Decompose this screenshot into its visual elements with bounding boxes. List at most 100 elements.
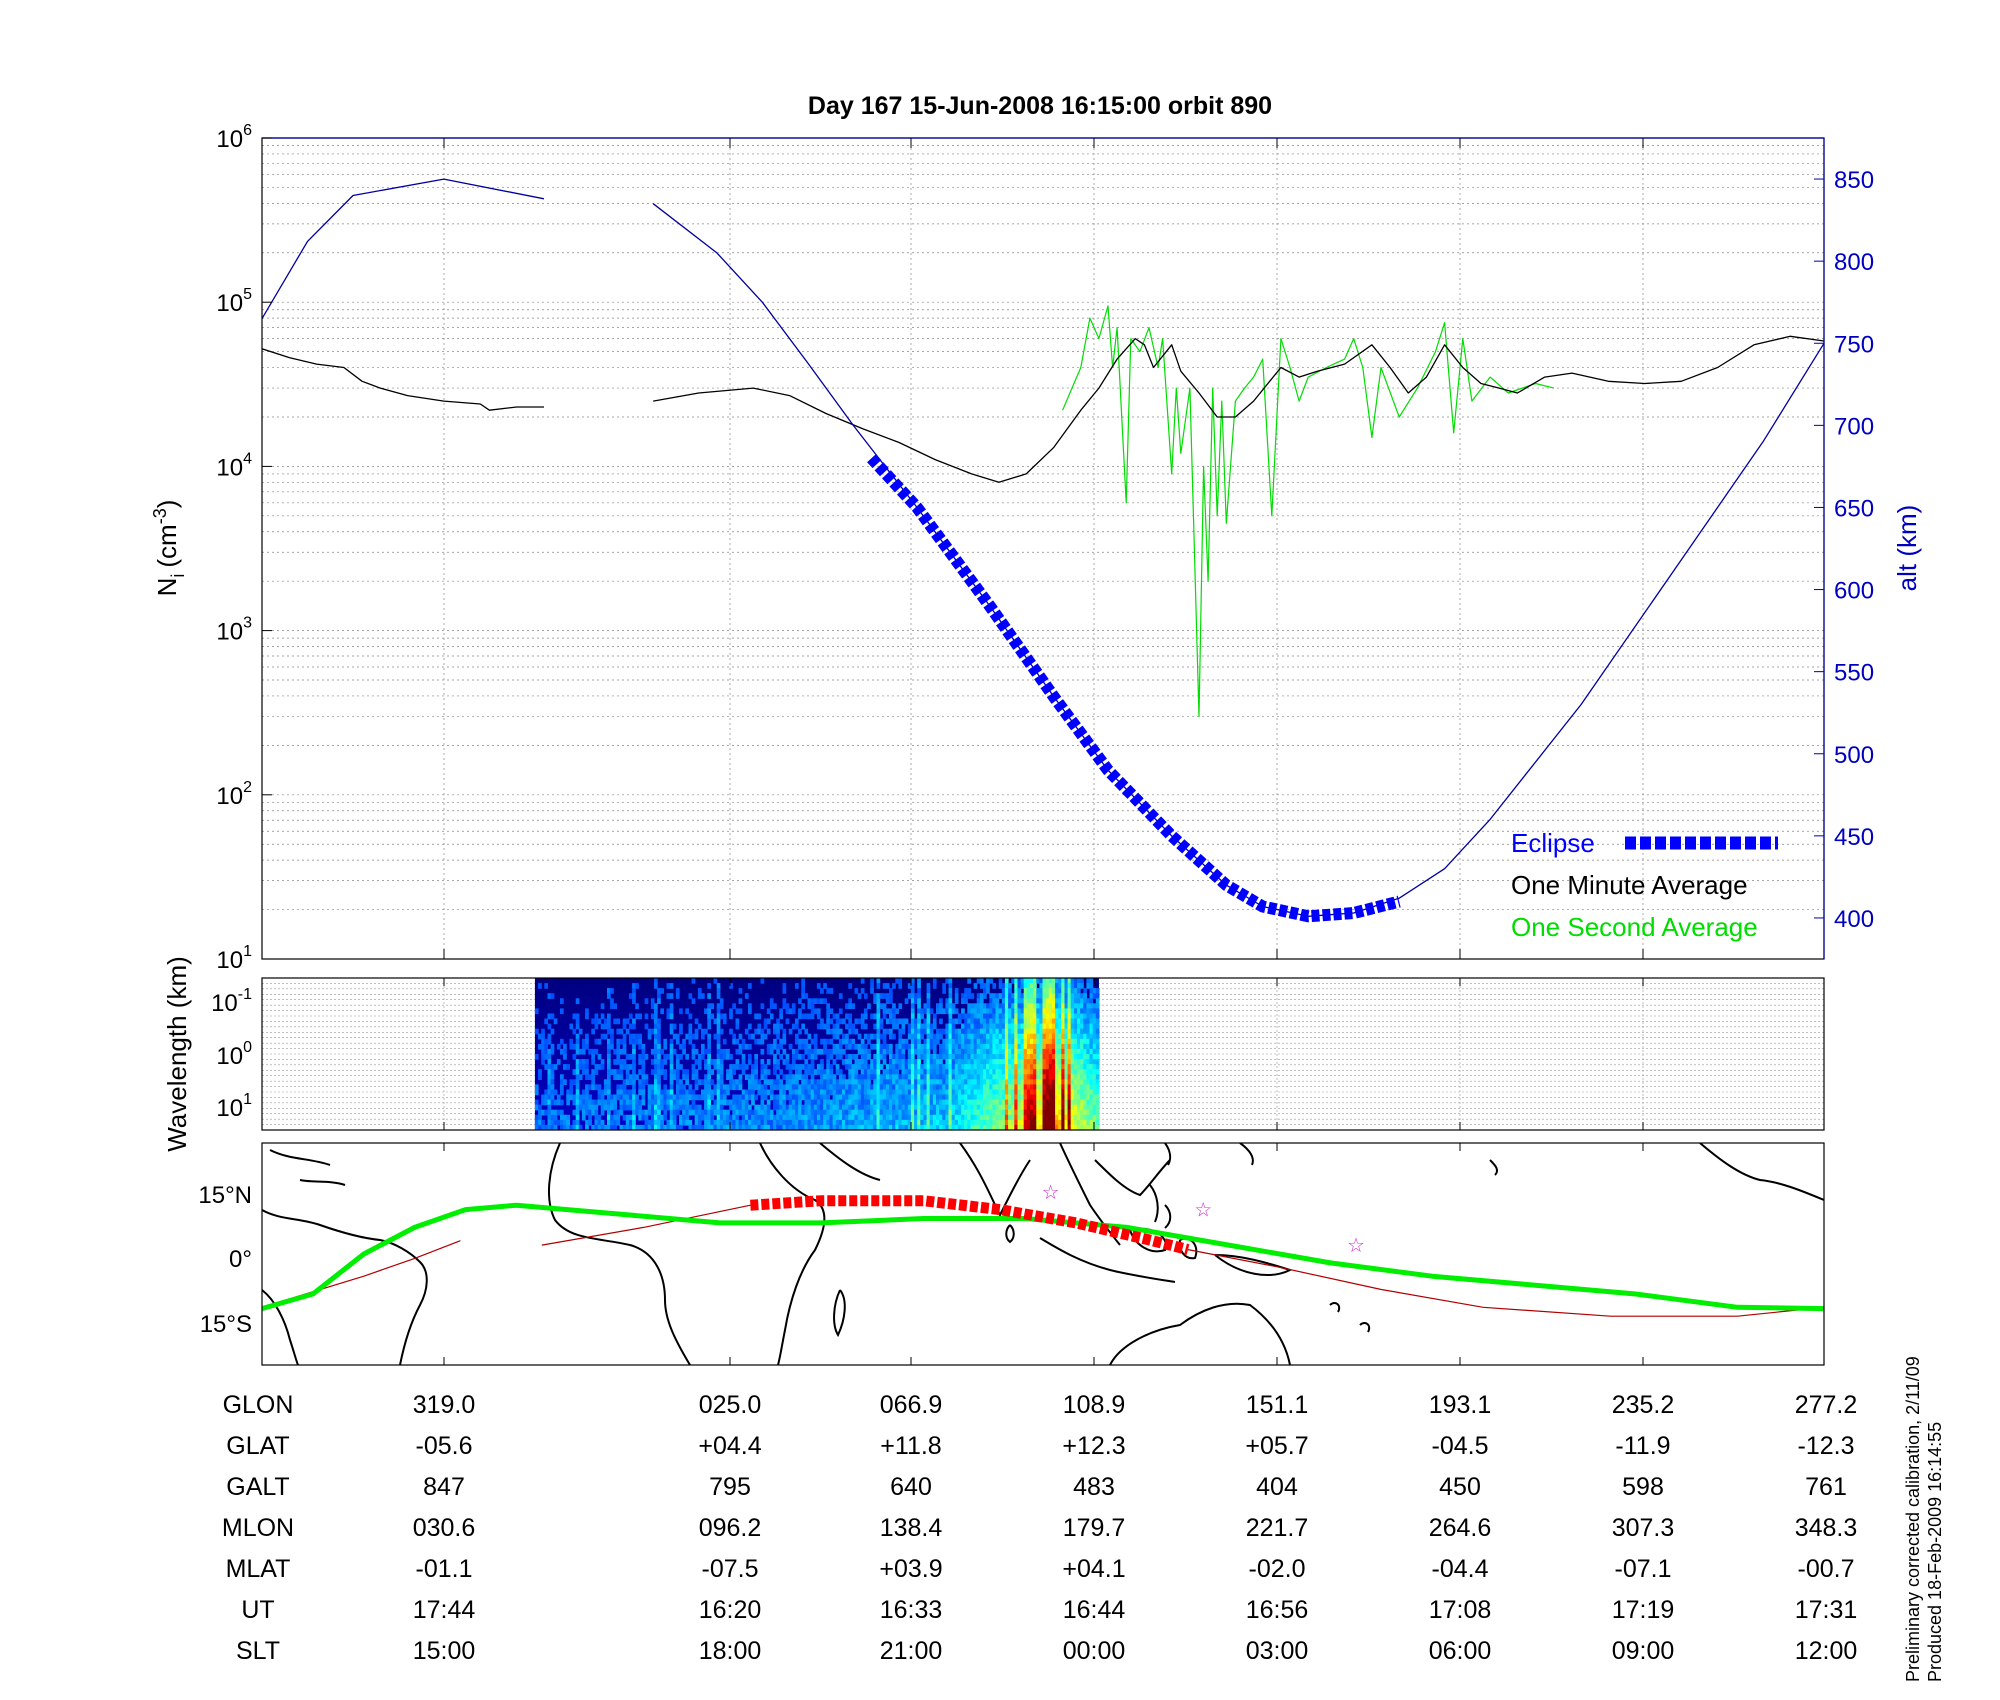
spectrogram-cell [766, 1119, 771, 1126]
spectrogram-cell [707, 1089, 711, 1096]
spectrogram-cell [910, 1054, 915, 1060]
spectrogram-cell [603, 1023, 608, 1030]
spectrogram-cell [851, 1089, 856, 1096]
spectrogram-cell [979, 1084, 984, 1091]
spectrogram-cell [901, 1064, 906, 1070]
spectrogram-cell [816, 1099, 821, 1106]
spectrogram-cell [547, 1099, 552, 1106]
spectrogram-cell [951, 1104, 956, 1111]
spectrogram-cell [1033, 1013, 1037, 1020]
spectrogram-cell [910, 1064, 915, 1070]
spectrogram-cell [710, 1124, 715, 1130]
spectrogram-cell [1067, 1023, 1072, 1030]
spectrogram-cell [986, 1104, 990, 1111]
spectrogram-cell [939, 1059, 943, 1065]
spectrogram-cell [967, 1104, 971, 1111]
spectrogram-cell [575, 1084, 580, 1091]
spectrogram-cell [948, 1079, 953, 1085]
spectrogram-cell [889, 1008, 893, 1015]
spectrogram-cell [632, 1043, 636, 1050]
spectrogram-cell [820, 1069, 824, 1075]
spectrogram-cell [732, 1094, 736, 1101]
spectrogram-cell [1023, 1013, 1028, 1020]
spectrogram-cell [628, 1119, 633, 1126]
spectrogram-cell [691, 1099, 696, 1106]
spectrogram-cell [1014, 1054, 1018, 1060]
spectrogram-cell [1014, 1084, 1018, 1091]
spectrogram-cell [879, 1124, 884, 1130]
spectrogram-cell [970, 1033, 975, 1040]
spectrogram-cell [1023, 1023, 1028, 1030]
spectrogram-cell [585, 1038, 589, 1045]
spectrogram-cell [688, 1038, 693, 1045]
spectrogram-cell [1073, 988, 1078, 994]
spectrogram-cell [964, 1074, 968, 1080]
spectrogram-cell [644, 1109, 649, 1116]
spectrogram-cell [1077, 1094, 1081, 1101]
spectrogram-cell [961, 1048, 965, 1055]
spectrogram-cell [1092, 1109, 1097, 1116]
spectrogram-cell [1039, 1064, 1044, 1070]
spectrogram-cell [983, 1074, 987, 1080]
spectrogram-cell [863, 1109, 868, 1116]
spectrogram-cell [713, 1099, 718, 1106]
spectrogram-cell [854, 1074, 859, 1080]
spectrogram-cell [650, 998, 655, 1004]
spectrogram-cell [625, 1028, 630, 1035]
spectrogram-cell [867, 1104, 871, 1111]
spectrogram-cell [1014, 1099, 1018, 1106]
spectrogram-cell [669, 1059, 674, 1065]
spectrogram-cell [726, 1109, 730, 1116]
spectrogram-cell [622, 1038, 627, 1045]
spectrogram-cell [754, 1109, 758, 1116]
spectrogram-cell [722, 1048, 727, 1055]
spectrogram-cell [945, 1109, 950, 1116]
spectrogram-cell [954, 1079, 959, 1085]
spectrogram-cell [776, 1094, 780, 1101]
spectrogram-cell [986, 1028, 990, 1035]
spectrogram-cell [973, 1104, 978, 1111]
spectrogram-cell [826, 1018, 830, 1025]
spectrogram-cell [534, 1008, 539, 1015]
spectrogram-cell [986, 988, 990, 994]
spectrogram-cell [763, 1094, 768, 1101]
spectrogram-cell [641, 1048, 646, 1055]
spectrogram-cell [857, 1084, 862, 1091]
spectrogram-cell [707, 1013, 711, 1020]
spectrogram-cell [1023, 1114, 1028, 1121]
spectrogram-cell [1026, 993, 1031, 999]
spectrogram-cell [920, 1028, 924, 1035]
spectrogram-cell [654, 1033, 658, 1040]
spectrogram-cell [632, 993, 636, 999]
spectrogram-cell [970, 1038, 975, 1045]
spectrogram-cell [1017, 1089, 1022, 1096]
spectrogram-cell [575, 1023, 580, 1030]
spectrogram-cell [882, 1114, 887, 1121]
spectrogram-cell [1073, 1048, 1078, 1055]
spectrogram-cell [970, 1084, 975, 1091]
spectrogram-cell [895, 1059, 899, 1065]
spectrogram-cell [842, 1124, 846, 1130]
spectrogram-cell [929, 1114, 934, 1121]
spectrogram-cell [654, 1003, 658, 1009]
spectrogram-cell [854, 1089, 859, 1096]
spectrogram-cell [1001, 1018, 1006, 1025]
spectrogram-cell [744, 1119, 749, 1126]
spectrogram-cell [616, 1089, 621, 1096]
spectrogram-cell [835, 1023, 840, 1030]
spectrogram-cell [810, 1059, 815, 1065]
spectrogram-cell [719, 1059, 724, 1065]
spectrogram-cell [986, 1003, 990, 1009]
spectrogram-cell [848, 1079, 852, 1085]
spectrogram-cell [1017, 1064, 1022, 1070]
spectrogram-cell [926, 993, 931, 999]
spectrogram-cell [550, 1099, 555, 1106]
spectrogram-cell [1073, 1003, 1078, 1009]
spectrogram-cell [1033, 978, 1037, 984]
spectrogram-cell [694, 1119, 699, 1126]
spectrogram-cell [854, 1104, 859, 1111]
spectrogram-cell [732, 1119, 736, 1126]
spectrogram-cell [619, 1048, 624, 1055]
spectrogram-cell [1083, 1074, 1087, 1080]
spectrogram-cell [945, 1099, 950, 1106]
